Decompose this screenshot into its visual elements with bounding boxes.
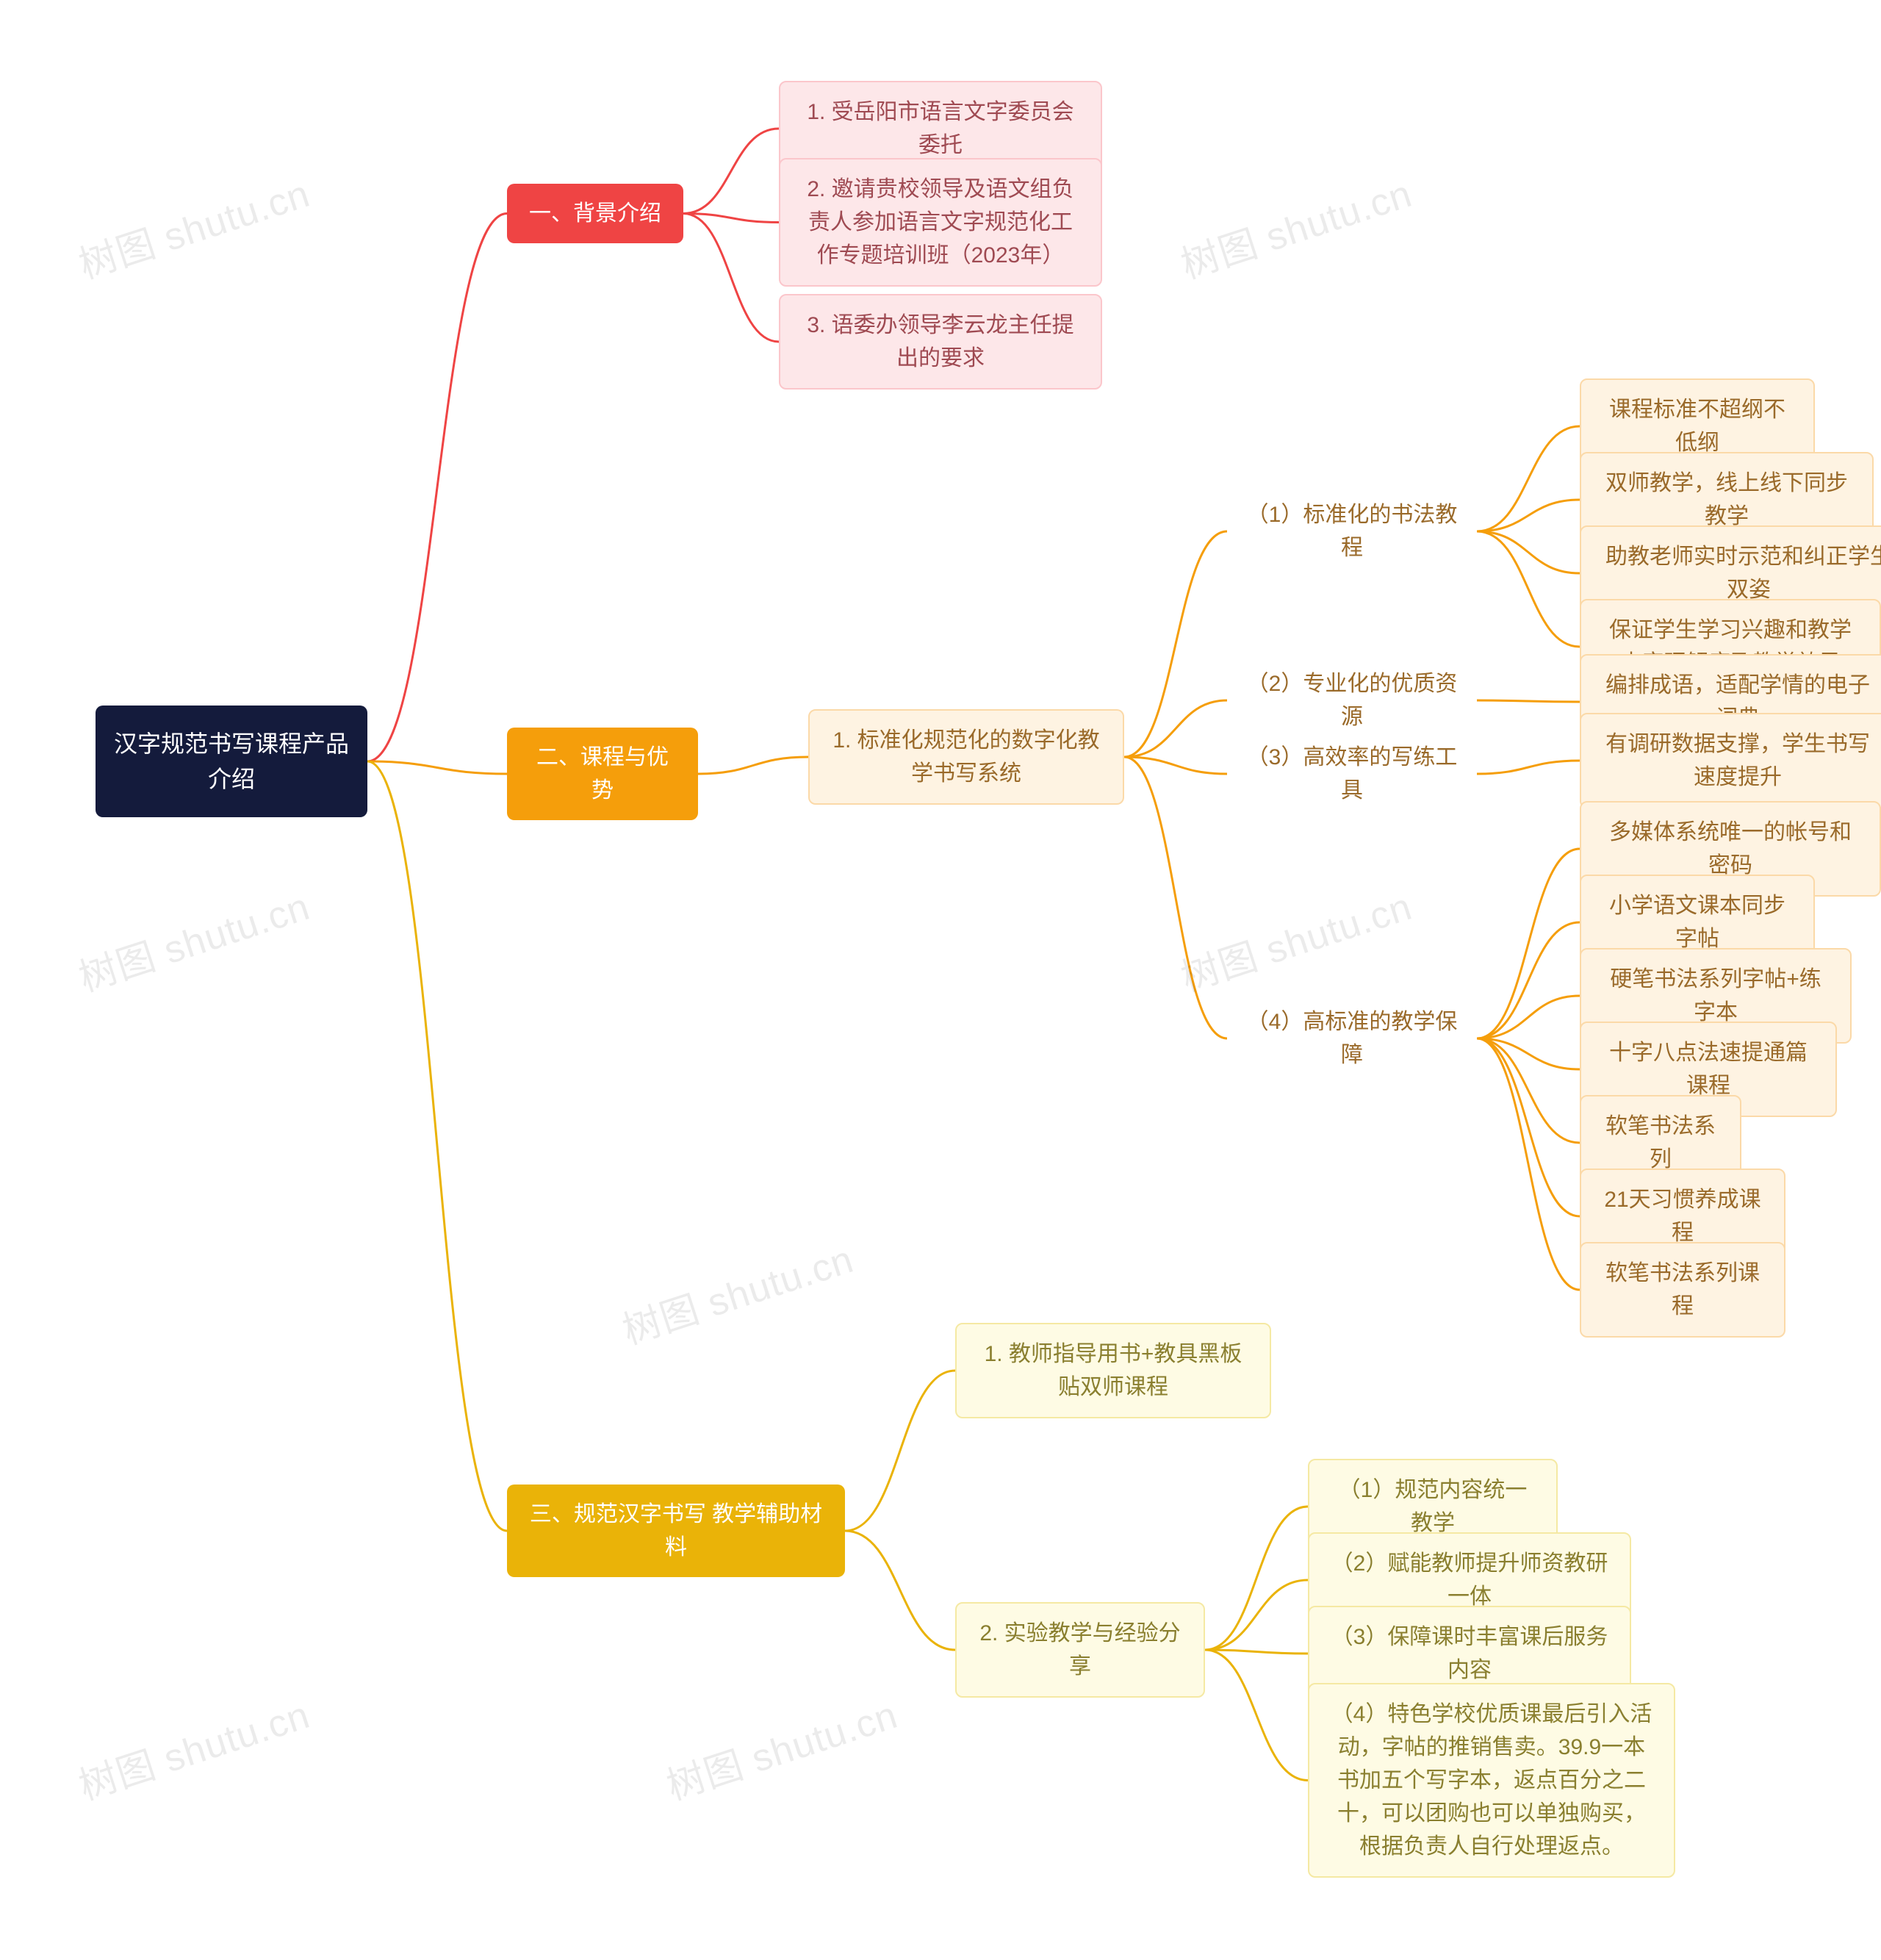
watermark: 树图 shutu.cn (71, 875, 315, 1002)
node-b3c2: 2. 实验教学与经验分享 (955, 1602, 1205, 1698)
node-b2c1a: （1）标准化的书法教程 (1227, 485, 1477, 578)
watermark: 树图 shutu.cn (71, 162, 315, 289)
leaf-l4_13: 软笔书法系列课程 (1580, 1242, 1785, 1338)
watermark: 树图 shutu.cn (71, 1684, 315, 1810)
node-b2c1d: （4）高标准的教学保障 (1227, 992, 1477, 1085)
node-b1c3: 3. 语委办领导李云龙主任提出的要求 (779, 294, 1102, 390)
branch-b2: 二、课程与优势 (507, 728, 698, 820)
node-b3c2d: （4）特色学校优质课最后引入活动，字帖的推销售卖。39.9一本书加五个写字本，返… (1308, 1683, 1675, 1878)
node-b2c1c: （3）高效率的写练工具 (1227, 728, 1477, 820)
watermark: 树图 shutu.cn (658, 1684, 903, 1810)
leaf-l4_6: 有调研数据支撑，学生书写速度提升 (1580, 713, 1881, 808)
node-b2c1: 1. 标准化规范化的数字化教学书写系统 (808, 709, 1124, 805)
watermark: 树图 shutu.cn (1173, 162, 1417, 289)
watermark: 树图 shutu.cn (614, 1228, 859, 1354)
watermark: 树图 shutu.cn (1173, 875, 1417, 1002)
node-b1c2: 2. 邀请贵校领导及语文组负责人参加语言文字规范化工作专题培训班（2023年） (779, 158, 1102, 287)
node-b3c1: 1. 教师指导用书+教具黑板贴双师课程 (955, 1323, 1271, 1418)
branch-b3: 三、规范汉字书写 教学辅助材料 (507, 1485, 845, 1577)
branch-b1: 一、背景介绍 (507, 184, 683, 243)
root-node: 汉字规范书写课程产品介绍 (96, 706, 367, 817)
